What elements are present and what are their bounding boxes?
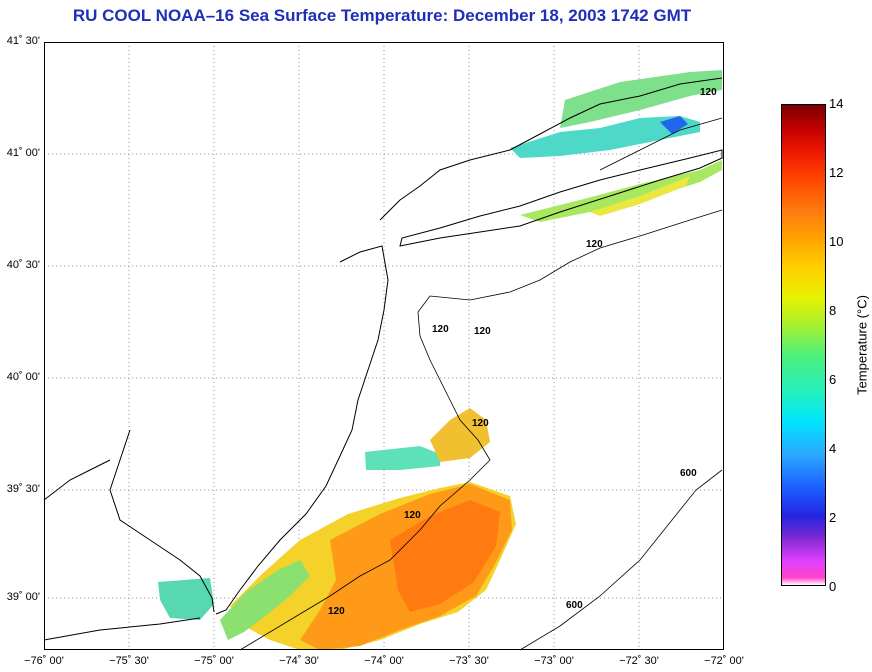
sst-patch-hot	[390, 500, 500, 612]
coastline-delaware	[109, 429, 215, 613]
contour-label: 120	[700, 87, 717, 98]
contour-label: 120	[586, 239, 603, 250]
lon-label: −72˚ 30'	[619, 655, 659, 667]
lon-label: −73˚ 30'	[449, 655, 489, 667]
colorbar-tick: 4	[829, 441, 837, 456]
lon-label: −73˚ 00'	[534, 655, 574, 667]
contour-label: 120	[432, 324, 449, 335]
contour-600	[519, 469, 723, 651]
contour-label: 600	[680, 468, 697, 479]
colorbar-tick: 14	[829, 96, 844, 111]
sst-patch-blue	[660, 116, 688, 134]
colorbar-tick: 8	[829, 303, 837, 318]
contour-label: 120	[328, 606, 345, 617]
colorbar-tick: 6	[829, 372, 837, 387]
sst-patches	[158, 70, 722, 650]
lon-label: −75˚ 00'	[194, 655, 234, 667]
coastlines	[43, 77, 723, 641]
sst-patch-sound	[510, 116, 700, 158]
contour-label: 120	[404, 510, 421, 521]
sst-patch-amber	[430, 408, 490, 462]
lon-label: −74˚ 00'	[364, 655, 404, 667]
sst-patch-north	[560, 70, 722, 128]
colorbar-label: Temperature (°C)	[854, 295, 870, 395]
coastline-delmarva-south	[43, 617, 201, 641]
contour-120-north	[599, 117, 723, 171]
lon-label: −72˚ 00'	[704, 655, 744, 667]
sst-patch-nearshore	[220, 560, 310, 640]
contour-120	[239, 209, 723, 651]
sst-patch-longisland	[520, 160, 722, 222]
map-frame	[44, 42, 724, 650]
coastline-connecticut	[379, 77, 723, 221]
lat-label: 40˚ 30'	[6, 259, 40, 271]
lat-label: 41˚ 00'	[6, 147, 40, 159]
lat-label: 39˚ 00'	[6, 591, 40, 603]
contour-label: 120	[474, 326, 491, 337]
lon-label: −75˚ 30'	[109, 655, 149, 667]
colorbar-tick: 0	[829, 579, 837, 594]
colorbar	[781, 104, 826, 586]
bathymetry-contours	[239, 117, 723, 651]
lat-label: 40˚ 00'	[6, 371, 40, 383]
sst-patch-yellow-strip	[590, 176, 690, 216]
map-title: RU COOL NOAA–16 Sea Surface Temperature:…	[72, 6, 692, 25]
contour-label: 120	[472, 418, 489, 429]
colorbar-tick: 12	[829, 165, 844, 180]
sst-patch-mid	[365, 446, 440, 470]
colorbar-tick: 10	[829, 234, 844, 249]
colorbar-tick: 2	[829, 510, 837, 525]
contour-label: 600	[566, 600, 583, 611]
sst-patch-delaware	[158, 578, 214, 620]
lon-label: −74˚ 30'	[279, 655, 319, 667]
lat-label: 41˚ 30'	[6, 35, 40, 47]
coastline-new-jersey	[215, 245, 389, 615]
coastline-maryland	[43, 459, 111, 501]
coastline-long-island	[399, 149, 723, 247]
lat-label: 39˚ 30'	[6, 483, 40, 495]
lon-label: −76˚ 00'	[24, 655, 64, 667]
